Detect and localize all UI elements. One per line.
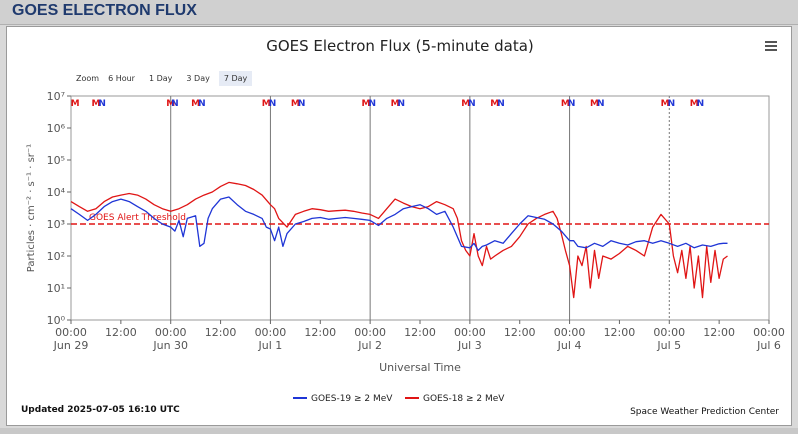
updated-timestamp: Updated 2025-07-05 16:10 UTC (21, 405, 180, 415)
marker-m: M (362, 99, 371, 109)
x-tick-date: Jul 1 (258, 339, 283, 352)
x-tick-time: 12:00 (604, 326, 636, 339)
marker-m: M (561, 99, 570, 109)
y-tick-label: 10⁰ (47, 314, 66, 327)
y-tick-label: 10⁵ (47, 154, 65, 167)
marker-m: M (590, 99, 599, 109)
x-tick-date: Jul 3 (457, 339, 482, 352)
y-tick-label: 10³ (47, 218, 65, 231)
x-tick-date: Jun 30 (152, 339, 188, 352)
y-tick-label: 10¹ (47, 282, 65, 295)
y-tick-label: 10⁷ (47, 90, 65, 103)
zoom-1-day-button[interactable]: 1 Day (143, 71, 178, 86)
plot-frame (70, 95, 770, 321)
marker-m: M (71, 99, 80, 109)
marker-m: M (490, 99, 499, 109)
zoom-6-hour-button[interactable]: 6 Hour (103, 71, 140, 86)
marker-m: M (461, 99, 470, 109)
series-goes19-line (70, 196, 728, 252)
marker-n: N (568, 99, 576, 109)
x-tick-time: 00:00 (155, 326, 187, 339)
legend-goes18-label: GOES-18 ≥ 2 MeV (423, 394, 505, 404)
chart-title: GOES Electron Flux (5-minute data) (266, 37, 534, 55)
credit-text: Space Weather Prediction Center (630, 407, 779, 417)
marker-m: M (262, 99, 271, 109)
x-tick-date: Jun 29 (53, 339, 89, 352)
threshold-label: GOES Alert Threshold (89, 213, 186, 223)
hamburger-menu-icon[interactable] (765, 41, 777, 51)
marker-m: M (391, 99, 400, 109)
x-tick-time: 00:00 (653, 326, 685, 339)
x-tick-time: 12:00 (703, 326, 735, 339)
marker-n: N (597, 99, 605, 109)
page-title: GOES ELECTRON FLUX (12, 2, 197, 19)
x-tick-date: Jul 4 (557, 339, 582, 352)
marker-n: N (98, 99, 106, 109)
electron-flux-chart: 10⁰ 10¹ 10² 10³ 10⁴ 10⁵ 10⁶ 10⁷ Particles · cm⁻²… (26, 90, 785, 404)
x-tick-time: 12:00 (404, 326, 436, 339)
bottom-bar (0, 428, 798, 434)
marker-n: N (398, 99, 406, 109)
x-tick-time: 12:00 (504, 326, 536, 339)
marker-n: N (298, 99, 306, 109)
marker-m: M (690, 99, 699, 109)
x-axis-label: Universal Time (379, 361, 461, 374)
x-tick-date: Jul 6 (756, 339, 781, 352)
series-goes18-line (70, 181, 728, 299)
marker-m: M (661, 99, 670, 109)
y-axis-label: Particles · cm⁻² · s⁻¹ · sr⁻¹ (26, 144, 37, 272)
x-tick-time: 00:00 (753, 326, 785, 339)
x-tick-time: 12:00 (105, 326, 137, 339)
marker-m: M (91, 99, 100, 109)
y-tick-label: 10⁴ (47, 186, 66, 199)
legend-goes19-label: GOES-19 ≥ 2 MeV (311, 394, 393, 404)
marker-n: N (198, 99, 206, 109)
x-tick-time: 00:00 (55, 326, 87, 339)
marker-n: N (269, 99, 277, 109)
x-tick-date: Jul 2 (357, 339, 382, 352)
x-tick-time: 00:00 (354, 326, 386, 339)
marker-m: M (166, 99, 175, 109)
x-tick-time: 00:00 (454, 326, 486, 339)
zoom-3-day-button[interactable]: 3 Day (181, 71, 215, 86)
marker-n: N (697, 99, 705, 109)
zoom-controls: Zoom 6 Hour 1 Day 3 Day 7 Day (76, 71, 253, 86)
x-tick-time: 00:00 (554, 326, 586, 339)
zoom-7-day-button[interactable]: 7 Day (218, 71, 253, 86)
marker-m: M (191, 99, 200, 109)
marker-n: N (368, 99, 376, 109)
x-tick-time: 00:00 (255, 326, 287, 339)
marker-m: M (291, 99, 300, 109)
chart-panel: GOES Electron Flux (5-minute data) Zoom … (6, 26, 792, 426)
x-tick-time: 12:00 (205, 326, 237, 339)
x-tick-date: Jul 5 (656, 339, 681, 352)
y-tick-label: 10² (47, 250, 65, 263)
marker-n: N (668, 99, 676, 109)
marker-n: N (497, 99, 505, 109)
y-tick-label: 10⁶ (47, 122, 66, 135)
page-header: GOES ELECTRON FLUX (0, 0, 798, 25)
marker-n: N (468, 99, 476, 109)
zoom-label: Zoom (76, 74, 100, 83)
x-tick-time: 12:00 (304, 326, 336, 339)
marker-n: N (171, 99, 179, 109)
